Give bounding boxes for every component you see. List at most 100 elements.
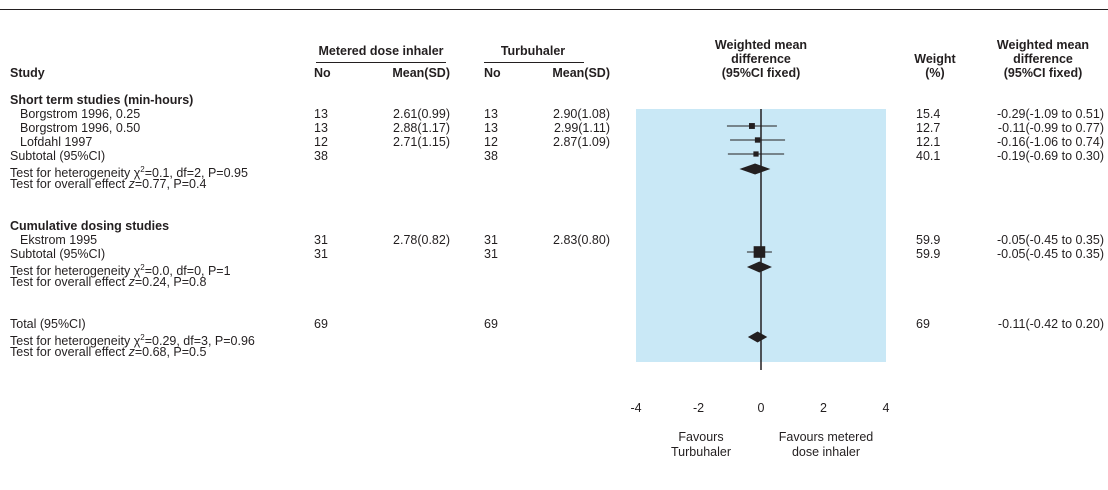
turbu-n: 13 [484,121,498,135]
total-mdi-n: 69 [314,317,328,331]
section-cumulative-title: Cumulative dosing studies [10,219,170,233]
turbuhaler-group-header: Turbuhaler [500,44,566,58]
weight-header-line1: Weight [914,52,956,66]
ci-header-line1: Weighted mean [996,38,1090,52]
total-weight: 69 [916,317,930,331]
subtotal-weight: 59.9 [916,247,941,261]
turbu-n: 12 [484,135,498,149]
het-chi: χ [133,334,141,349]
study-name: Ekstrom 1995 [20,233,98,247]
het-sup: 2 [140,263,145,272]
study-square [753,246,766,258]
total-ci: -0.11(-0.42 to 0.20) [997,317,1104,331]
overall-z: z [128,177,135,191]
subtotal-ci: -0.19(-0.69 to 0.30) [996,149,1104,163]
het-label: Test for heterogeneity [10,166,131,181]
mdi-mean-sd: 2.78(0.82) [393,233,450,247]
subtotal-weight: 40.1 [916,149,941,163]
turbu-n: 13 [484,107,498,121]
turbuhaler-underline [484,62,584,63]
total-turbu-n: 69 [484,317,498,331]
study-square [748,123,755,129]
ci-header-line2: difference [1013,52,1073,66]
subtotal-mdi-n: 38 [314,149,328,163]
mdi-mean-sd: 2.88(1.17) [393,121,450,135]
turbu-mean-sd: 2.99(1.11) [553,121,610,135]
overall-stats: =0.77, P=0.4 [134,177,207,191]
favours-right-line2: dose inhaler [791,445,861,459]
overall-label: Test for overall effect [10,275,126,289]
overall-label: Test for overall effect [10,177,126,191]
overall-z: z [128,345,135,359]
het-sup: 2 [140,333,145,342]
overall-effect-test: Test for overall effect z=0.77, P=0.4 [10,177,206,191]
het-sup: 2 [140,165,145,174]
mdi-n: 13 [314,107,328,121]
turbu-mean-sd: 2.87(1.09) [553,135,610,149]
top-rule [0,9,1108,10]
plot-header-line2: difference [731,52,791,66]
subtotal-turbu-n: 38 [484,149,498,163]
favours-right-line1: Favours metered [778,430,874,444]
study-name: Lofdahl 1997 [20,135,93,149]
x-tick-label: 2 [820,401,827,415]
turbu-mean-sd: 2.90(1.08) [553,107,610,121]
overall-effect-test: Test for overall effect z=0.68, P=0.5 [10,345,206,359]
study-name: Borgstrom 1996, 0.25 [20,107,141,121]
study-ci: -0.29(-1.09 to 0.51) [996,107,1104,121]
het-chi: χ [133,264,141,279]
study-square [753,151,759,157]
het-stats: =0.1, df=2, P=0.95 [144,166,248,181]
favours-left-line2: Turbuhaler [671,445,731,459]
favours-left-line1: Favours [678,430,724,444]
mdi-group-header: Metered dose inhaler [318,44,444,58]
summary-diamond [746,261,772,273]
study-weight: 15.4 [916,107,941,121]
x-tick-label: -2 [693,401,704,415]
x-tick-label: 4 [883,401,890,415]
mdi-underline [316,62,446,63]
subtotal-label: Subtotal (95%CI) [10,247,106,261]
summary-diamond [739,163,771,175]
subtotal-label: Subtotal (95%CI) [10,149,106,163]
overall-stats: =0.24, P=0.8 [134,275,207,289]
total-label: Total (95%CI) [10,317,86,331]
study-weight: 59.9 [916,233,941,247]
study-weight: 12.7 [916,121,941,135]
turbu-mean-sd: 2.83(0.80) [553,233,610,247]
heterogeneity-test: Test for heterogeneity χ2=0.0, df=0, P=1 [10,261,231,278]
heterogeneity-test: Test for heterogeneity χ2=0.29, df=3, P=… [10,331,255,348]
mdi-n: 12 [314,135,328,149]
mdi-mean-sd: 2.61(0.99) [393,107,450,121]
summary-diamond [747,331,768,343]
subtotal-mdi-n: 31 [314,247,328,261]
x-tick-label: -4 [630,401,641,415]
study-ci: -0.16(-1.06 to 0.74) [996,135,1104,149]
overall-z: z [128,275,135,289]
subtotal-turbu-n: 31 [484,247,498,261]
section-short-title: Short term studies (min-hours) [10,93,194,107]
turbu-no-header: No [484,66,501,80]
het-stats: =0.0, df=0, P=1 [144,264,231,279]
heterogeneity-test: Test for heterogeneity χ2=0.1, df=2, P=0… [10,163,248,180]
mdi-mean-header: Mean(SD) [392,66,450,80]
study-ci: -0.05(-0.45 to 0.35) [996,233,1104,247]
study-column-header: Study [10,66,45,80]
x-tick-label: 0 [758,401,765,415]
plot-header-line3: (95%CI fixed) [721,66,801,80]
mdi-mean-sd: 2.71(1.15) [393,135,450,149]
study-weight: 12.1 [916,135,941,149]
study-square [754,137,761,143]
ci-header-line3: (95%CI fixed) [1003,66,1083,80]
turbu-mean-header: Mean(SD) [552,66,610,80]
het-label: Test for heterogeneity [10,334,131,349]
subtotal-ci: -0.05(-0.45 to 0.35) [996,247,1104,261]
weight-header-line2: (%) [925,66,945,80]
overall-label: Test for overall effect [10,345,126,359]
mdi-n: 31 [314,233,328,247]
study-name: Borgstrom 1996, 0.50 [20,121,141,135]
study-ci: -0.11(-0.99 to 0.77) [997,121,1104,135]
overall-effect-test: Test for overall effect z=0.24, P=0.8 [10,275,206,289]
overall-stats: =0.68, P=0.5 [134,345,207,359]
